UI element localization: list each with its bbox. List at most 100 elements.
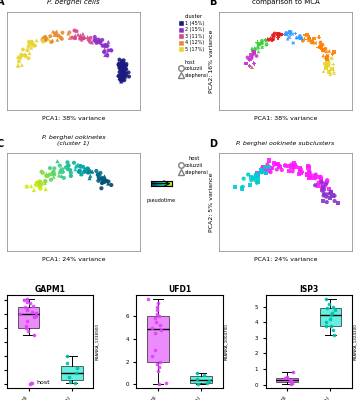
Point — [312, 175, 318, 181]
Point — [37, 182, 43, 189]
Point — [154, 361, 159, 367]
Point — [329, 310, 335, 316]
Point — [118, 66, 124, 73]
Point — [80, 164, 86, 170]
Point — [29, 308, 35, 315]
Point — [121, 76, 126, 82]
Point — [154, 304, 160, 310]
Point — [42, 178, 48, 184]
Point — [26, 38, 32, 45]
Point — [319, 187, 325, 194]
Point — [299, 169, 305, 175]
Point — [15, 63, 21, 69]
Point — [31, 42, 37, 49]
Point — [268, 166, 274, 172]
Point — [118, 66, 123, 72]
Point — [331, 70, 337, 77]
Point — [255, 179, 261, 186]
Point — [321, 192, 327, 199]
Point — [123, 70, 129, 76]
Point — [329, 66, 335, 72]
Point — [60, 30, 65, 36]
Point — [117, 65, 122, 72]
Point — [255, 43, 261, 49]
Point — [263, 38, 269, 44]
Point — [66, 374, 71, 381]
Point — [324, 177, 330, 183]
Point — [74, 364, 80, 371]
Point — [326, 186, 332, 192]
Point — [263, 37, 269, 43]
Point — [119, 77, 125, 84]
Point — [23, 53, 29, 59]
Point — [105, 180, 111, 187]
Point — [275, 31, 281, 37]
Point — [108, 47, 114, 53]
Point — [79, 36, 85, 43]
PathPatch shape — [147, 316, 169, 362]
Point — [299, 36, 304, 42]
Point — [259, 169, 265, 176]
Point — [254, 53, 260, 59]
Point — [331, 332, 337, 338]
Point — [321, 68, 326, 74]
X-axis label: PCA1: 24% variance: PCA1: 24% variance — [42, 257, 105, 262]
Point — [261, 166, 266, 172]
Point — [155, 307, 160, 314]
Point — [271, 162, 277, 168]
Point — [318, 39, 323, 46]
Point — [249, 64, 255, 70]
Point — [104, 50, 110, 56]
Point — [48, 39, 54, 45]
Point — [293, 30, 298, 37]
Point — [252, 60, 257, 67]
Point — [156, 313, 162, 319]
Point — [51, 171, 57, 178]
Point — [321, 191, 327, 197]
Point — [50, 170, 56, 176]
Point — [117, 69, 122, 75]
Point — [266, 37, 272, 43]
Point — [46, 36, 52, 42]
Point — [17, 55, 23, 61]
Point — [321, 180, 326, 186]
Point — [288, 378, 293, 385]
Point — [18, 311, 23, 318]
Point — [325, 60, 331, 66]
Point — [310, 39, 316, 46]
Point — [120, 74, 126, 80]
Point — [121, 57, 127, 64]
Point — [43, 171, 49, 177]
Point — [97, 38, 102, 44]
Point — [306, 35, 312, 42]
Point — [307, 174, 313, 180]
Point — [116, 61, 121, 68]
Point — [289, 31, 295, 37]
Point — [263, 164, 269, 171]
Point — [232, 184, 238, 190]
Point — [327, 59, 332, 65]
Point — [319, 179, 325, 185]
Point — [312, 172, 318, 178]
Point — [263, 170, 269, 176]
Point — [102, 46, 107, 53]
Point — [306, 174, 312, 181]
Point — [85, 169, 91, 176]
Point — [92, 37, 97, 44]
Point — [260, 165, 265, 171]
Point — [126, 74, 132, 80]
Point — [288, 163, 294, 170]
Point — [124, 65, 130, 72]
Point — [158, 322, 163, 328]
Point — [323, 65, 329, 71]
Point — [24, 47, 30, 54]
Point — [163, 380, 169, 386]
Point — [76, 169, 82, 175]
Point — [44, 173, 50, 179]
Point — [306, 38, 312, 44]
Point — [121, 73, 126, 80]
Point — [255, 175, 261, 182]
Point — [290, 165, 296, 172]
Point — [23, 51, 28, 58]
Point — [241, 176, 247, 182]
